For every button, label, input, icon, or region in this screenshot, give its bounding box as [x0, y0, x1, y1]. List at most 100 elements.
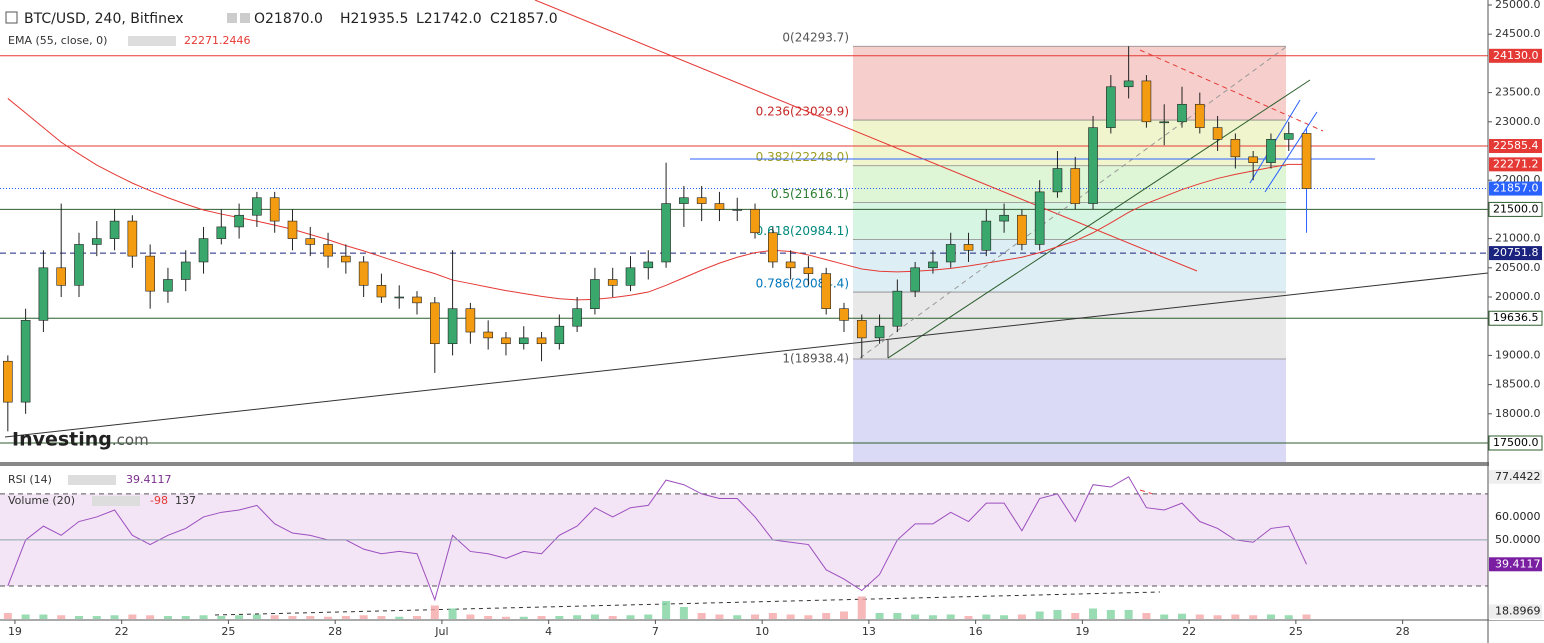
candle-body [465, 308, 476, 333]
candle-body [1052, 168, 1063, 193]
rsi-legend: RSI (14) [8, 473, 52, 486]
candle-body [1034, 191, 1045, 245]
fib-label: 0.618(20984.1) [756, 224, 849, 238]
volume-bar [146, 615, 155, 619]
ema-value: 22271.2446 [184, 34, 250, 47]
candle-body [661, 203, 671, 263]
volume-bar [644, 614, 653, 619]
candle-body [1194, 103, 1205, 128]
candle-body [394, 296, 405, 299]
price-box-label: 21857.0 [1493, 182, 1539, 195]
price-box-label: 22271.2 [1493, 157, 1539, 170]
volume-bar [946, 614, 955, 619]
candle-body [714, 203, 725, 210]
volume-bar [786, 614, 795, 619]
y-tick-label: 23000.0 [1495, 115, 1541, 128]
symbol-title: BTC/USD, 240, Bitfinex [24, 11, 184, 27]
volume-bar [181, 616, 190, 619]
candle-body [945, 244, 956, 263]
price-box-label: 20751.8 [1493, 246, 1539, 259]
volume-bar [1106, 610, 1115, 619]
x-tick-label: 25 [221, 625, 235, 638]
volume-bar [199, 615, 208, 619]
volume-bar [982, 614, 991, 619]
y-tick-label: 18500.0 [1495, 378, 1541, 391]
candle-body [287, 220, 298, 239]
volume-bar [537, 616, 546, 619]
x-tick-label: 28 [1396, 625, 1410, 638]
ema-line [7, 98, 1307, 301]
icons[interactable] [128, 36, 176, 46]
candle-body [1159, 121, 1170, 124]
price-box-border [1488, 435, 1543, 451]
volume-bar [839, 611, 848, 619]
y-tick-label: 24500.0 [1495, 27, 1541, 40]
trend-line [214, 591, 1161, 616]
x-tick-label: 10 [755, 625, 769, 638]
candle-body [1088, 127, 1098, 204]
volume-bar [804, 615, 813, 619]
y-tick-label: 23500.0 [1495, 86, 1541, 99]
icon[interactable] [227, 13, 237, 23]
fib-zone [853, 165, 1286, 203]
icon[interactable] [240, 13, 250, 23]
price-box-border [1488, 201, 1543, 217]
candle-body [750, 209, 760, 234]
volume-bar [1142, 613, 1151, 619]
price-box [1489, 246, 1542, 261]
candle-body [1123, 80, 1134, 88]
icons[interactable] [92, 496, 140, 506]
volume-bar [715, 614, 724, 619]
candle-body [679, 197, 689, 204]
candle-body [216, 226, 227, 239]
volume-bar [3, 613, 12, 619]
candle-body [412, 296, 422, 304]
ohlc-low: L21742.0 [416, 11, 482, 27]
candle-body [1230, 139, 1241, 158]
x-tick-label: 7 [652, 625, 659, 638]
candle-body [874, 325, 885, 339]
x-tick-label: 19 [1075, 625, 1089, 638]
volume-bar [92, 616, 101, 619]
candle-body [1212, 127, 1223, 140]
volume-bar [448, 608, 457, 619]
volume-bar [1160, 614, 1169, 619]
candle-body [839, 308, 849, 321]
volume-bar [1249, 615, 1258, 619]
volume-bar [733, 615, 742, 619]
candle-body [447, 308, 458, 345]
volume-bar [1089, 608, 1098, 619]
rsi-tick-box [1489, 509, 1542, 524]
volume-bar [217, 616, 226, 619]
price-box-label: 22585.4 [1493, 139, 1539, 152]
candle-body [856, 320, 867, 339]
x-tick-label: Jul [434, 625, 448, 638]
collapse-icon[interactable] [5, 11, 18, 24]
candle-body [234, 214, 244, 228]
candle-body [981, 220, 992, 251]
fib-label: 0.382(22248.0) [756, 150, 849, 164]
rsi-tick-label: 77.4422 [1495, 470, 1541, 483]
candle-body [1248, 156, 1258, 163]
volume-bar [430, 605, 439, 619]
volume-bar [377, 616, 386, 619]
icons[interactable] [68, 475, 116, 485]
rsi-tick-label: 39.4117 [1495, 557, 1541, 570]
volume-bar [501, 616, 510, 619]
rsi-value: 39.4117 [126, 473, 172, 486]
candle-body [163, 279, 173, 292]
y-tick-label: 25000.0 [1495, 0, 1541, 11]
candle-body [1017, 214, 1027, 245]
volume-bar [590, 614, 599, 619]
volume-bar [1195, 614, 1204, 619]
candle-body [590, 279, 600, 309]
ema-legend: EMA (55, close, 0) [8, 34, 107, 47]
fib-zone [853, 358, 1286, 462]
candle-body [732, 209, 743, 211]
candle-body [1070, 168, 1081, 204]
trend-line [887, 79, 1311, 359]
fib-zone [853, 46, 1286, 121]
rsi-tick-box [1489, 532, 1542, 547]
candle-body [1177, 103, 1187, 123]
